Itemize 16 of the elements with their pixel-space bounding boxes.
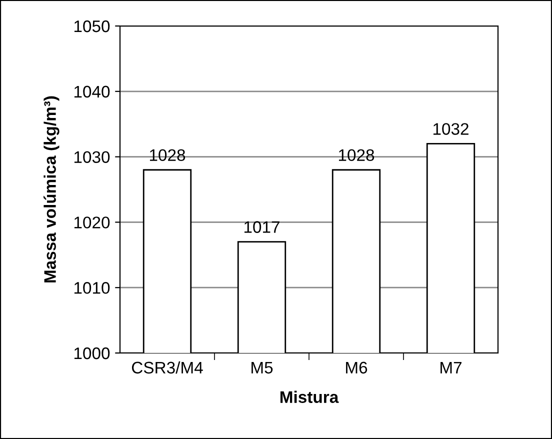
x-tick-label: M5 — [252, 362, 273, 374]
data-label: 1017 — [244, 221, 280, 233]
data-label: 1028 — [338, 149, 374, 162]
x-tick-label: CSR3/M4 — [132, 361, 203, 374]
data-label: 1032 — [433, 123, 468, 135]
x-axis-title: Mistura — [280, 390, 339, 403]
y-axis-title: Massa volúmica (kg/m³) — [44, 96, 60, 282]
y-tick-label: 1020 — [74, 216, 110, 228]
y-tick-label: 1050 — [74, 20, 110, 32]
y-tick-label: 1040 — [74, 86, 110, 98]
data-label: 1028 — [150, 149, 186, 162]
y-tick-label: 1000 — [74, 347, 110, 360]
x-tick-label: M6 — [346, 362, 368, 374]
y-tick-label: 1010 — [74, 282, 110, 294]
x-tick-label: M7 — [440, 362, 462, 374]
y-tick-label: 1030 — [74, 151, 110, 164]
